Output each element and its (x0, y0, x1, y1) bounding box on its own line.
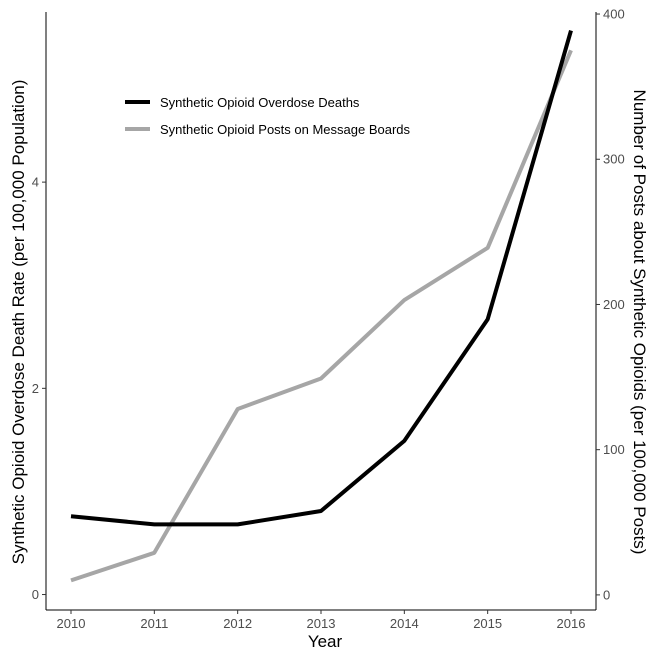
x-tick-label: 2016 (557, 616, 586, 631)
series-lines (70, 30, 573, 583)
left-y-tick-label: 2 (32, 381, 39, 396)
series-line-deaths (70, 30, 573, 527)
left-y-tick-label: 4 (32, 175, 39, 190)
left-y-axis-title: Synthetic Opioid Overdose Death Rate (pe… (9, 80, 28, 565)
right-y-tick-label: 300 (603, 152, 625, 167)
right-y-axis-title: Number of Posts about Synthetic Opioids … (630, 90, 649, 555)
x-tick-label: 2013 (307, 616, 336, 631)
legend-label-posts: Synthetic Opioid Posts on Message Boards (160, 122, 411, 137)
x-tick-label: 2010 (57, 616, 86, 631)
legend-label-deaths: Synthetic Opioid Overdose Deaths (160, 95, 360, 110)
right-y-tick-label: 200 (603, 297, 625, 312)
axis-titles: Year Synthetic Opioid Overdose Death Rat… (9, 80, 649, 651)
right-y-tick-label: 0 (603, 587, 610, 602)
ticks: 2010 2011 2012 2013 2014 2015 2016 0 2 4 0 100 200 30… (32, 7, 625, 631)
series-line-posts (70, 49, 573, 583)
x-tick-label: 2015 (473, 616, 502, 631)
left-y-tick-label: 0 (32, 587, 39, 602)
x-tick-label: 2014 (390, 616, 419, 631)
right-y-tick-label: 400 (603, 7, 625, 22)
right-y-tick-label: 100 (603, 442, 625, 457)
x-tick-label: 2012 (223, 616, 252, 631)
legend: Synthetic Opioid Overdose Deaths Syntheti… (125, 95, 411, 137)
x-tick-label: 2011 (140, 616, 168, 631)
x-axis-title: Year (308, 632, 343, 651)
